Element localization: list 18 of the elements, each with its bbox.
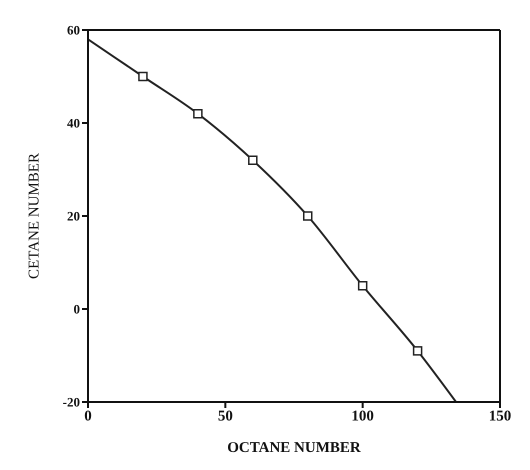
y-tick-label: 60: [67, 22, 80, 38]
y-axis-title: CETANE NUMBER: [26, 153, 42, 279]
x-tick-label: 150: [488, 408, 512, 425]
x-tick-label: 0: [84, 408, 92, 425]
y-tick-label: 40: [67, 116, 80, 131]
point: [193, 108, 203, 118]
y-tick-label: 20: [67, 208, 80, 224]
point: [358, 281, 368, 290]
x-tick-label: 50: [218, 408, 233, 425]
point: [248, 155, 258, 165]
x-tick-label: 100: [351, 408, 374, 425]
y-tick-label: 0: [74, 302, 80, 317]
y-tick-label: -20: [62, 394, 80, 410]
point: [412, 346, 422, 356]
line-series: [88, 38, 458, 402]
point: [138, 72, 148, 82]
point: [302, 211, 312, 221]
x-axis-title: OCTANE NUMBER: [227, 440, 361, 456]
